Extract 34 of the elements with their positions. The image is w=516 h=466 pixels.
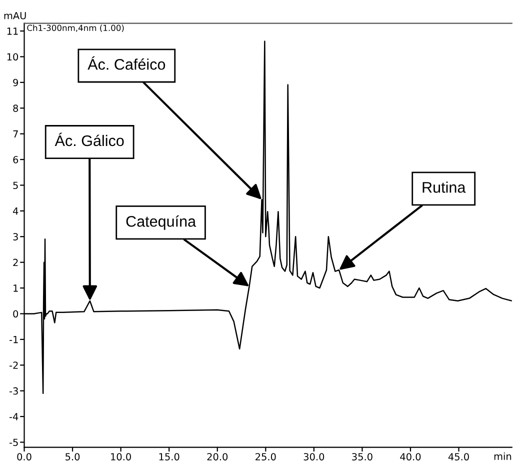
x-tick-label: 15.0 [159,453,180,460]
annotation: Ác. Gálico [54,132,124,146]
y-tick-label: 8 [13,104,18,112]
y-tick-label: 1 [14,284,18,292]
y-tick-label: 9 [13,78,18,86]
annotation: Rutina [422,182,466,193]
x-tick-label: 0.0 [17,453,32,460]
y-tick-label: 6 [13,156,18,164]
x-tick-label: 35.0 [352,453,372,460]
y-tick-label: -3 [9,387,18,395]
y-tick-label: 2 [13,258,18,266]
y-axis-title: mAU [4,12,26,20]
x-tick-label: 40.0 [400,453,421,460]
y-tick-label: 3 [13,233,18,240]
annotation: Ch1-300nm,4nm (1.00) [27,24,124,32]
x-tick-label: 10.0 [111,453,131,460]
annotation: Ác. Caféico [88,56,166,70]
y-tick-label: -2 [9,362,18,369]
y-tick-label: -5 [9,438,18,446]
y-tick-label: 7 [13,130,18,138]
y-tick-label: -1 [9,336,18,344]
x-tick-label: 5.0 [66,453,80,460]
x-tick-label: 20.0 [207,453,228,460]
x-tick-label: 30.0 [304,453,324,460]
y-tick-label: 10 [7,53,18,61]
y-tick-label: -4 [9,413,18,420]
y-tick-label: 0 [13,310,18,318]
y-tick-label: 11 [7,28,18,35]
annotation: Catequína [126,215,196,230]
x-axis-title: min [494,452,512,460]
x-tick-label: 25.0 [256,453,276,460]
y-tick-label: 5 [13,182,18,190]
x-tick-label: 45.0 [448,453,469,460]
y-tick-label: 4 [12,208,18,215]
